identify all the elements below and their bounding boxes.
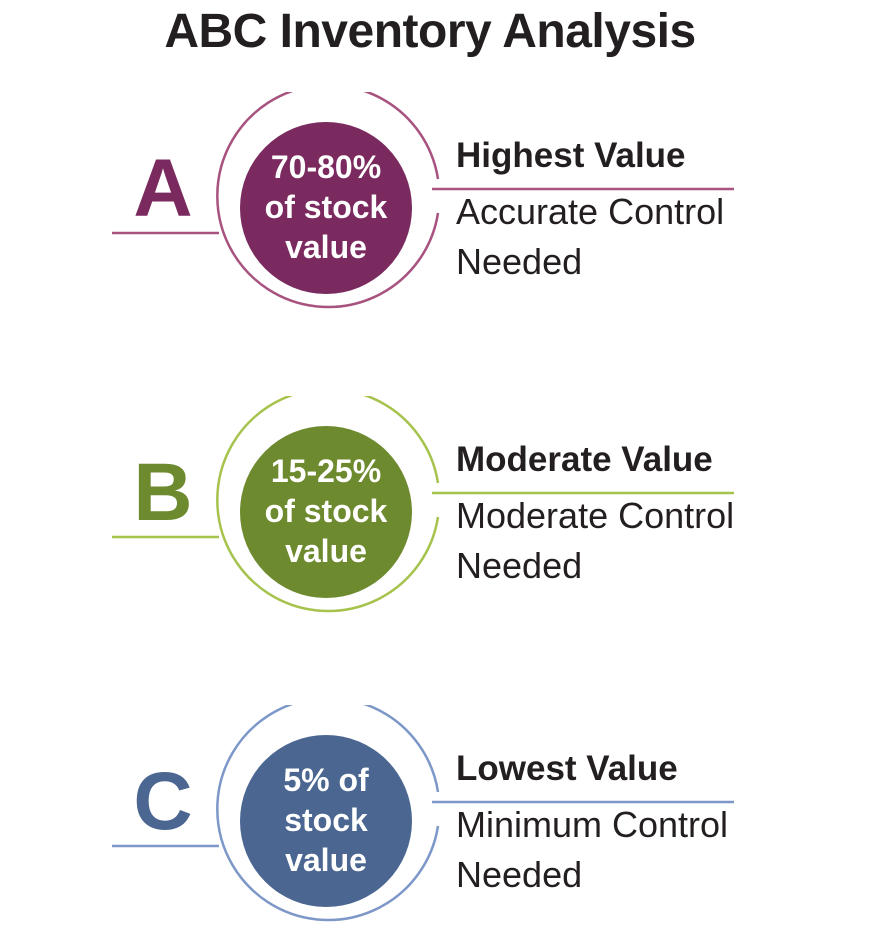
tier-c-description-line-2: Needed <box>456 854 583 895</box>
tier-a-graphic <box>112 92 734 309</box>
tier-a-share-line-2: of stock <box>264 189 388 225</box>
tier-c-circle <box>240 735 412 907</box>
tier-b-ring <box>216 396 440 613</box>
tier-c-ring <box>216 705 440 922</box>
tier-b-share-line-3: value <box>285 533 367 569</box>
tier-c-description-line-1: Minimum Control <box>456 804 729 845</box>
tier-c-graphic <box>112 705 734 922</box>
tier-c-share: 5% of stock value <box>241 753 411 887</box>
tier-c-share-line-1: 5% of <box>283 762 369 798</box>
tier-c-share-line-2: stock <box>284 802 368 838</box>
tier-b: B 15-25% of stock value Moderate Value M… <box>0 396 880 636</box>
tier-a-description-line-1: Accurate Control <box>456 191 725 232</box>
tier-b-letter: B <box>133 447 193 538</box>
tier-c-share-line-3: value <box>285 842 367 878</box>
tier-c-description: Minimum Control Needed <box>456 800 728 900</box>
tier-b-description-line-1: Moderate Control <box>456 495 735 536</box>
tier-a-share: 70-80% of stock value <box>241 140 411 274</box>
tier-c-heading: Lowest Value <box>456 749 678 788</box>
tier-a-description-line-2: Needed <box>456 241 583 282</box>
tier-c-letter: C <box>133 756 193 847</box>
tier-a-ring <box>216 92 440 309</box>
tier-b-circle <box>240 426 412 598</box>
page-title: ABC Inventory Analysis <box>164 5 696 58</box>
tier-a-letter: A <box>133 143 193 234</box>
tier-a: A 70-80% of stock value Highest Value Ac… <box>0 92 880 332</box>
tier-a-share-line-3: value <box>285 229 367 265</box>
tier-a-circle <box>240 122 412 294</box>
tier-b-description-line-2: Needed <box>456 545 583 586</box>
tier-b-share-line-2: of stock <box>264 493 388 529</box>
tier-a-heading: Highest Value <box>456 136 686 175</box>
tier-b-share: 15-25% of stock value <box>241 444 411 578</box>
tier-a-description: Accurate Control Needed <box>456 187 724 287</box>
tier-a-share-line-1: 70-80% <box>270 149 382 185</box>
tier-b-share-line-1: 15-25% <box>270 453 382 489</box>
tier-b-description: Moderate Control Needed <box>456 491 734 591</box>
tier-b-heading: Moderate Value <box>456 440 713 479</box>
tier-c: C 5% of stock value Lowest Value Minimum… <box>0 705 880 945</box>
tier-b-graphic <box>112 396 734 613</box>
